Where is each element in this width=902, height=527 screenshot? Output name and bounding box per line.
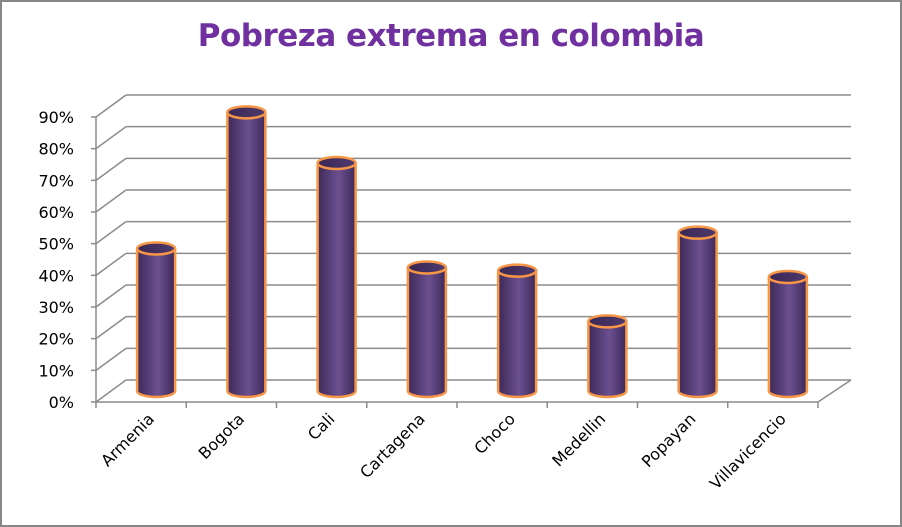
x-axis-labels: Armenia Bogota Cali Cartagena Choco Medellin P…: [97, 409, 790, 493]
x-tick-label: Armenia: [97, 409, 158, 470]
x-tick-label: Choco: [470, 409, 519, 458]
bar-choco: [496, 263, 538, 399]
x-tick-label: Bogota: [195, 409, 249, 463]
bar-armenia: [135, 241, 177, 399]
x-tick-label: Cali: [304, 409, 339, 444]
x-tick-label: Villavicencio: [706, 409, 790, 493]
bar-medellin: [587, 314, 628, 399]
x-tick-label: Popayan: [638, 409, 700, 471]
bar-popayan: [677, 225, 718, 399]
gridlines: [95, 94, 852, 403]
x-tick-label: Cartagena: [356, 409, 429, 482]
bar-series: [135, 105, 809, 399]
x-tick-label: Medellin: [548, 409, 609, 470]
y-tick-label: 60%: [38, 203, 74, 222]
y-tick-label: 40%: [38, 266, 74, 285]
y-tick-label: 0%: [49, 393, 74, 412]
bar-villavicencio: [767, 269, 809, 399]
y-tick-label: 20%: [38, 330, 74, 349]
chart-title: Pobreza extrema en colombia: [197, 18, 705, 54]
y-tick-label: 50%: [38, 235, 74, 254]
y-axis: 0% 10% 20% 30% 40% 50% 60% 70% 80% 90%: [38, 108, 97, 412]
y-tick-label: 80%: [38, 140, 74, 159]
y-tick-label: 10%: [38, 361, 74, 380]
bar-cali: [316, 155, 357, 399]
y-tick-label: 90%: [38, 108, 74, 127]
y-tick-label: 30%: [38, 298, 74, 317]
bar-cartagena: [406, 260, 448, 399]
y-tick-label: 70%: [38, 171, 74, 190]
x-axis: [95, 401, 819, 408]
bar-bogota: [226, 105, 267, 399]
